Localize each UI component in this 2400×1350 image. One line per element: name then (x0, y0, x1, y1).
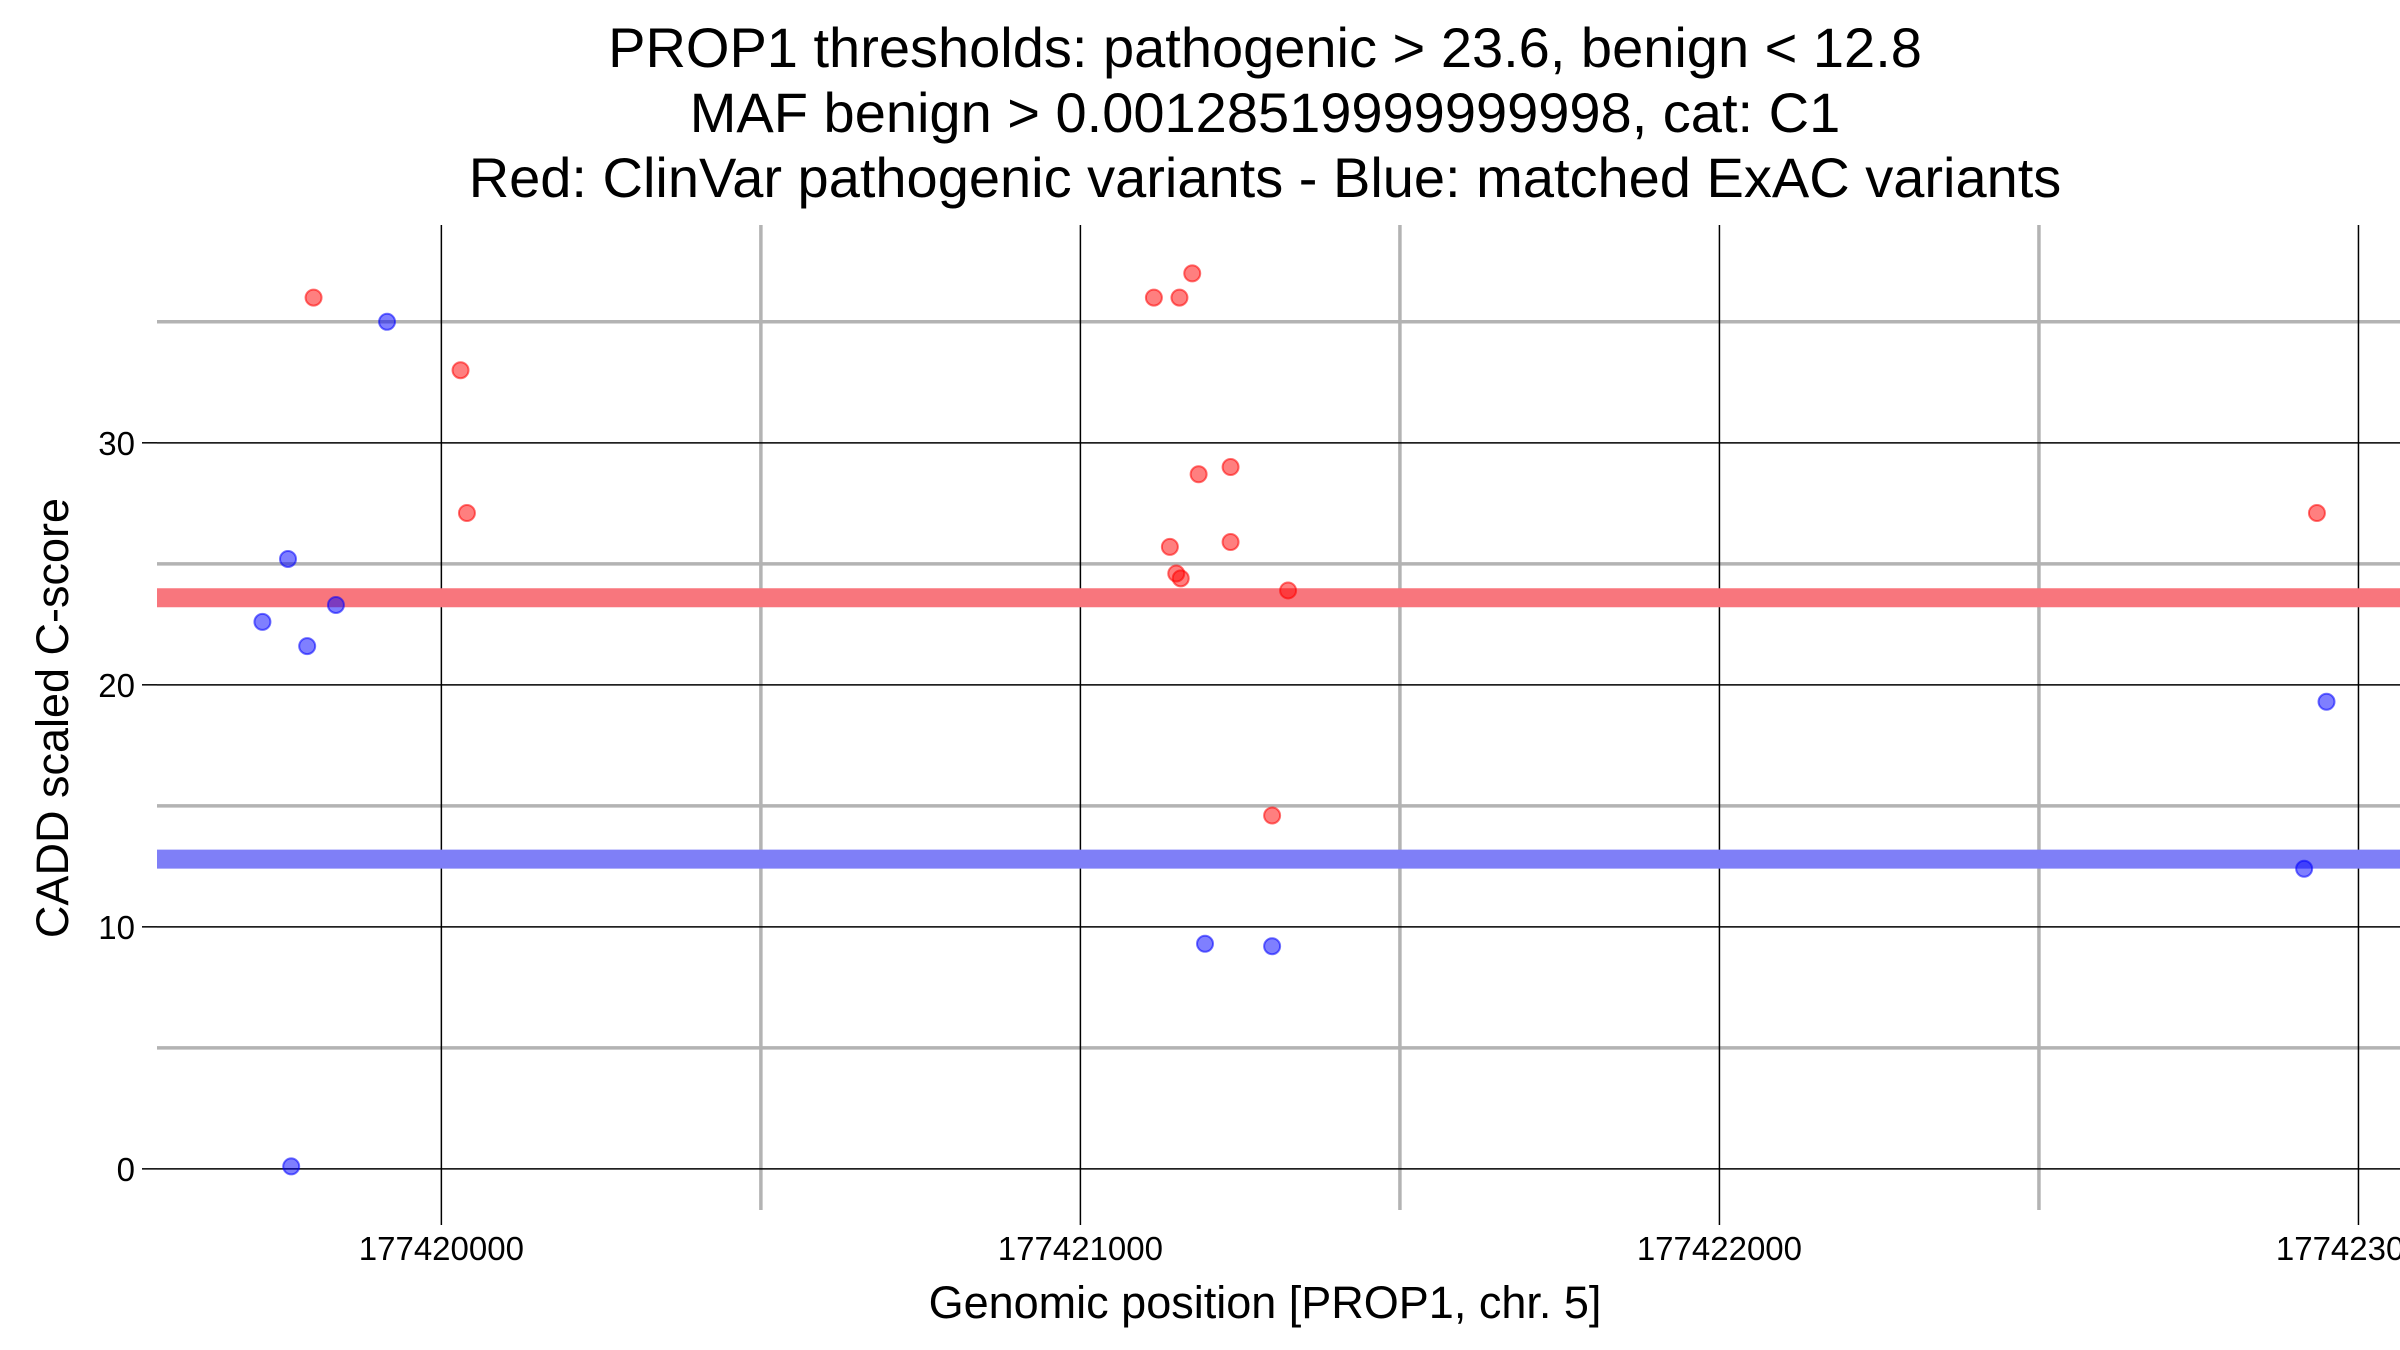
red-data-point (1221, 458, 1240, 477)
data-points (253, 264, 2336, 1176)
red-data-point (1189, 465, 1208, 484)
x-tick-label: 177423000 (2276, 1230, 2400, 1267)
axis-ticks (142, 442, 2360, 1225)
red-data-point (1170, 288, 1189, 307)
blue-data-point (2295, 859, 2314, 878)
major-gridlines (157, 225, 2400, 1210)
red-data-point (1263, 806, 1282, 825)
red-data-point (1183, 264, 1202, 283)
red-data-point (2307, 503, 2326, 522)
x-tick-label: 177422000 (1637, 1230, 1802, 1267)
chart-title-line-2: MAF benign > 0.00128519999999998, cat: C… (690, 81, 1840, 144)
y-tick-label: 10 (98, 909, 135, 946)
y-tick-label: 20 (98, 667, 135, 704)
threshold-lines (157, 588, 2400, 869)
red-data-point (457, 503, 476, 522)
x-tick-label: 177421000 (998, 1230, 1163, 1267)
red-data-point (1171, 569, 1190, 588)
x-axis-title: Genomic position [PROP1, chr. 5] (929, 1277, 1602, 1328)
tick-labels: 177420000 177421000 177422000 177423000 0 10 2… (98, 425, 2400, 1267)
red-data-point (451, 361, 470, 380)
blue-data-point (2317, 692, 2336, 711)
blue-data-point (326, 595, 345, 614)
blue-data-point (1196, 934, 1215, 953)
blue-data-point (279, 549, 298, 568)
red-data-point (304, 288, 323, 307)
y-tick-label: 0 (117, 1151, 135, 1188)
red-data-point (1279, 581, 1298, 600)
red-data-point (1160, 537, 1179, 556)
blue-data-point (282, 1157, 301, 1176)
chart-title-line-1: PROP1 thresholds: pathogenic > 23.6, ben… (608, 16, 1922, 79)
y-axis-title: CADD scaled C-score (27, 498, 78, 938)
blue-data-point (253, 612, 272, 631)
blue-data-point (1263, 937, 1282, 956)
blue-data-point (378, 312, 397, 331)
y-tick-label: 30 (98, 425, 135, 462)
chart-title-line-3: Red: ClinVar pathogenic variants - Blue:… (469, 146, 2062, 209)
minor-gridlines (157, 225, 2400, 1210)
x-tick-label: 177420000 (359, 1230, 524, 1267)
red-data-point (1221, 533, 1240, 552)
blue-data-point (298, 637, 317, 656)
red-data-point (1144, 288, 1163, 307)
